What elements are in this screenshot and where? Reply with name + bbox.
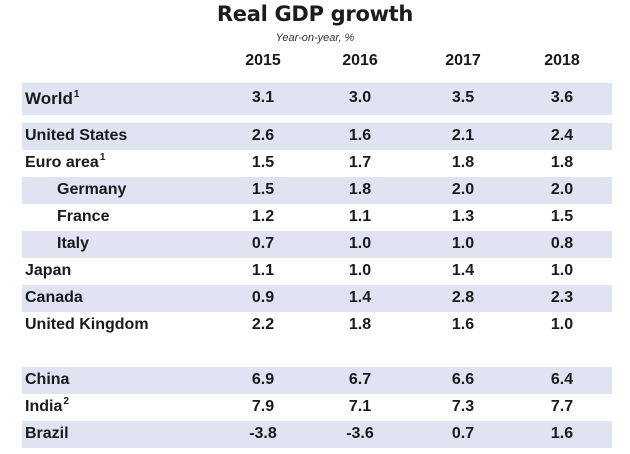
value-cell: 1.8 <box>550 154 574 171</box>
value-cell: 0.7 <box>451 425 475 442</box>
value-cell: 2.4 <box>550 127 574 144</box>
value-cell: -3.8 <box>249 425 277 442</box>
row-label: United Kingdom <box>25 316 149 333</box>
value-cell: 1.0 <box>348 235 372 252</box>
table-row-france: France 1.2 1.1 1.3 1.5 <box>22 204 612 231</box>
value-cell: 7.7 <box>550 398 574 415</box>
value-cell: 1.5 <box>251 181 275 198</box>
value-cell: 2.3 <box>550 289 574 306</box>
value-cell: -3.6 <box>346 425 374 442</box>
value-cell: 1.0 <box>550 316 574 333</box>
table-title: Real GDP growth <box>216 2 414 26</box>
value-cell: 2.1 <box>451 127 475 144</box>
value-cell: 1.0 <box>348 262 372 279</box>
value-cell: 6.9 <box>251 371 275 388</box>
value-cell: 3.6 <box>550 89 574 106</box>
column-header: 2018 <box>544 52 580 69</box>
table-row-united-states: United States 2.6 1.6 2.1 2.4 <box>22 123 612 150</box>
row-label: Japan <box>25 262 72 279</box>
value-cell: 3.5 <box>451 89 475 106</box>
value-cell: 7.9 <box>251 398 275 415</box>
value-cell: 1.3 <box>451 208 475 225</box>
table-row-italy: Italy 0.7 1.0 1.0 0.8 <box>22 231 612 258</box>
row-label: United States <box>25 127 128 144</box>
value-cell: 1.4 <box>348 289 372 306</box>
value-cell: 1.5 <box>251 154 275 171</box>
column-header: 2017 <box>445 52 481 69</box>
row-label: China <box>25 371 70 388</box>
value-cell: 0.7 <box>251 235 275 252</box>
table-row-india: India2 7.9 7.1 7.3 7.7 <box>22 394 612 421</box>
value-cell: 2.8 <box>451 289 475 306</box>
table-subtitle: Year-on-year, % <box>275 32 355 44</box>
row-label: Brazil <box>25 425 69 442</box>
value-cell: 1.8 <box>348 316 372 333</box>
table-row-brazil: Brazil -3.8 -3.6 0.7 1.6 <box>22 421 612 448</box>
table-row-japan: Japan 1.1 1.0 1.4 1.0 <box>22 258 612 285</box>
value-cell: 1.1 <box>348 208 372 225</box>
footnote-marker: 1 <box>73 89 80 100</box>
value-cell: 1.2 <box>251 208 275 225</box>
footnote-marker: 1 <box>99 152 106 163</box>
value-cell: 1.7 <box>348 154 372 171</box>
value-cell: 1.4 <box>451 262 475 279</box>
value-cell: 3.0 <box>348 89 372 106</box>
value-cell: 7.1 <box>348 398 372 415</box>
value-cell: 7.3 <box>451 398 475 415</box>
table-row-canada: Canada 0.9 1.4 2.8 2.3 <box>22 285 612 312</box>
value-cell: 1.5 <box>550 208 574 225</box>
value-cell: 3.1 <box>251 89 275 106</box>
column-header: 2015 <box>245 52 281 69</box>
column-header-row: 2015 2016 2017 2018 <box>0 52 630 76</box>
value-cell: 1.6 <box>451 316 475 333</box>
value-cell: 2.6 <box>251 127 275 144</box>
column-header: 2016 <box>342 52 378 69</box>
table-row-world: World1 3.1 3.0 3.5 3.6 <box>22 83 612 115</box>
table-row-euro-area: Euro area1 1.5 1.7 1.8 1.8 <box>22 150 612 177</box>
value-cell: 1.0 <box>451 235 475 252</box>
value-cell: 6.7 <box>348 371 372 388</box>
value-cell: 1.8 <box>348 181 372 198</box>
row-label: World1 <box>25 89 80 108</box>
value-cell: 1.6 <box>550 425 574 442</box>
value-cell: 1.1 <box>251 262 275 279</box>
value-cell: 6.4 <box>550 371 574 388</box>
row-label: Germany <box>57 181 127 198</box>
value-cell: 2.0 <box>451 181 475 198</box>
value-cell: 1.8 <box>451 154 475 171</box>
value-cell: 6.6 <box>451 371 475 388</box>
table-row-germany: Germany 1.5 1.8 2.0 2.0 <box>22 177 612 204</box>
value-cell: 1.6 <box>348 127 372 144</box>
value-cell: 0.9 <box>251 289 275 306</box>
value-cell: 1.0 <box>550 262 574 279</box>
row-label: Euro area1 <box>25 152 106 172</box>
row-label: France <box>57 208 110 225</box>
value-cell: 0.8 <box>550 235 574 252</box>
value-cell: 2.2 <box>251 316 275 333</box>
table-row-united-kingdom: United Kingdom 2.2 1.8 1.6 1.0 <box>22 312 612 339</box>
footnote-marker: 2 <box>63 396 69 407</box>
table-row-china: China 6.9 6.7 6.6 6.4 <box>22 367 612 394</box>
row-label: Italy <box>57 235 90 252</box>
row-label: Canada <box>25 289 83 306</box>
value-cell: 2.0 <box>550 181 574 198</box>
row-label: India2 <box>25 396 69 416</box>
